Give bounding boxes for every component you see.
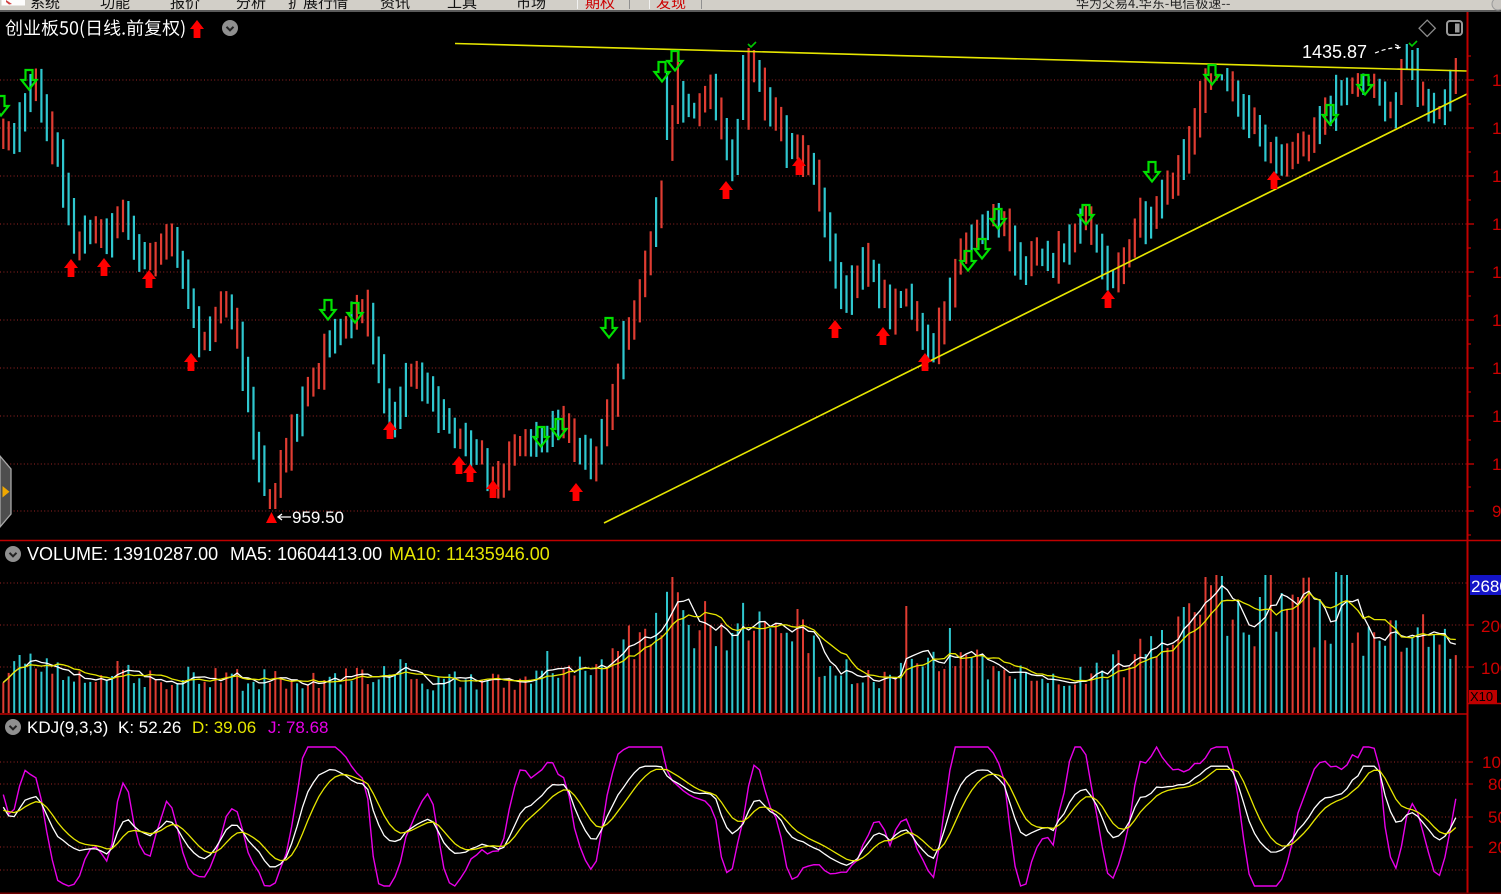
- svg-text:X10: X10: [1470, 689, 1493, 704]
- svg-text:KDJ(9,3,3): KDJ(9,3,3): [27, 718, 108, 737]
- svg-text:1300: 1300: [1492, 167, 1501, 186]
- svg-text:50: 50: [1488, 808, 1501, 827]
- svg-text:K: 52.26: K: 52.26: [118, 718, 181, 737]
- svg-text:1200: 1200: [1492, 263, 1501, 282]
- svg-text:1350: 1350: [1492, 119, 1501, 138]
- svg-text:J: 78.68: J: 78.68: [268, 718, 329, 737]
- svg-text:1400: 1400: [1492, 71, 1501, 90]
- svg-text:959.50: 959.50: [292, 508, 344, 527]
- svg-text:MA5: 10604413.00: MA5: 10604413.00: [230, 544, 382, 564]
- svg-text:MA10: 11435946.00: MA10: 11435946.00: [389, 544, 550, 564]
- svg-text:80: 80: [1488, 775, 1501, 794]
- svg-text:1000: 1000: [1492, 455, 1501, 474]
- svg-text:1250: 1250: [1492, 215, 1501, 234]
- svg-text:200: 200: [1481, 617, 1501, 636]
- svg-text:1100: 1100: [1492, 359, 1501, 378]
- svg-text:100: 100: [1482, 753, 1501, 772]
- svg-text:1435.87: 1435.87: [1302, 42, 1367, 62]
- svg-text:2680: 2680: [1471, 577, 1501, 596]
- svg-text:1050: 1050: [1492, 407, 1501, 426]
- svg-text:950: 950: [1492, 502, 1501, 521]
- svg-text:D: 39.06: D: 39.06: [192, 718, 256, 737]
- svg-text:20: 20: [1488, 838, 1501, 857]
- svg-text:1150: 1150: [1492, 311, 1501, 330]
- svg-text:100: 100: [1481, 659, 1501, 678]
- svg-text:VOLUME: 13910287.00: VOLUME: 13910287.00: [27, 544, 218, 564]
